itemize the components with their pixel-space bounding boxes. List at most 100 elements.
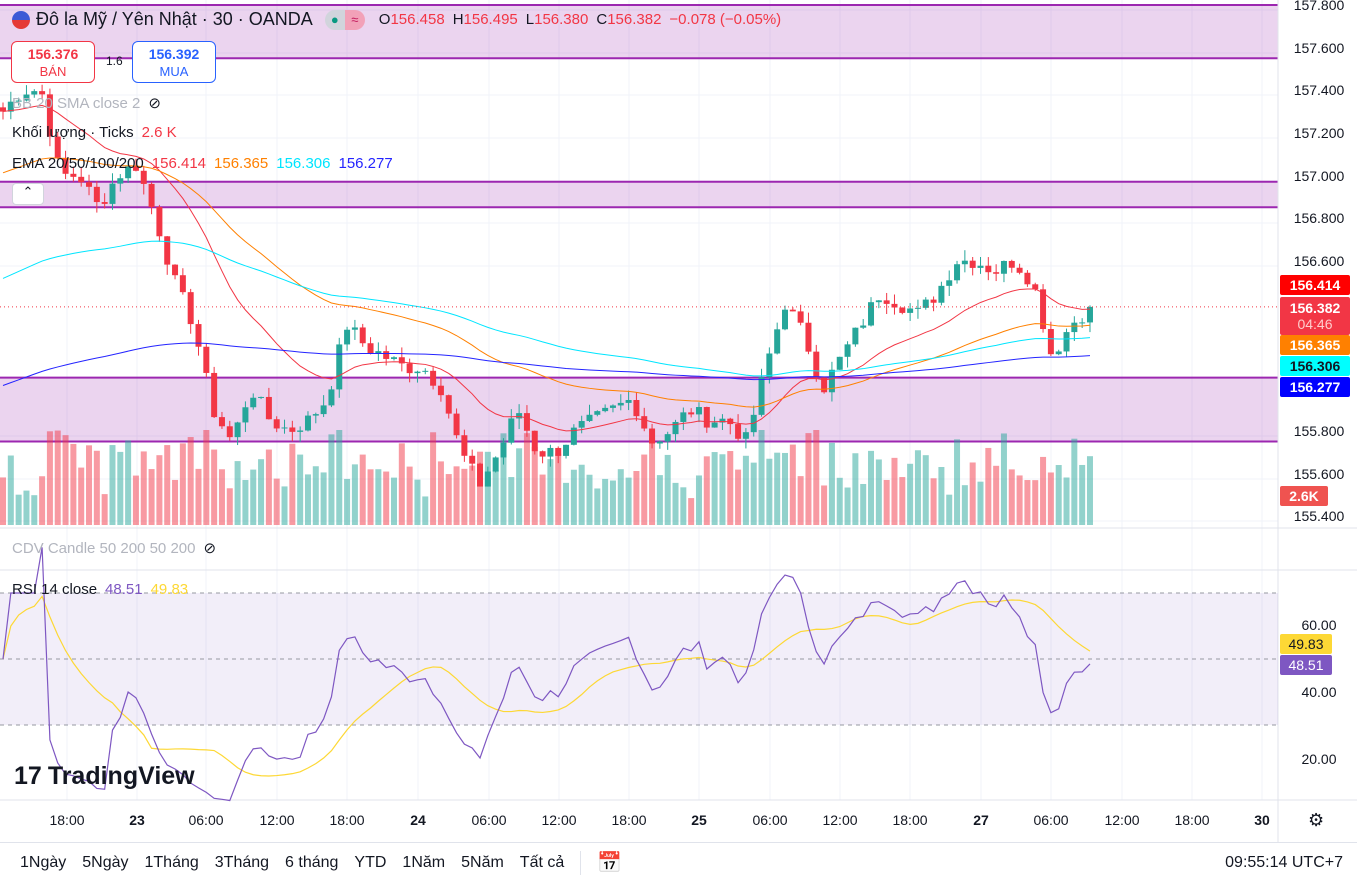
candle-body — [406, 363, 413, 374]
candle-body — [828, 369, 835, 393]
candle-body — [742, 432, 749, 439]
candle-body — [414, 371, 421, 374]
cdv-legend[interactable]: CDV Candle 50 200 50 200 ⊘ — [12, 539, 217, 558]
candle-body — [899, 307, 906, 313]
volume-bar — [164, 445, 171, 525]
candle-body — [719, 418, 726, 423]
candle-body — [563, 444, 570, 456]
range-button[interactable]: Tất cả — [519, 853, 565, 871]
candle-body — [922, 299, 929, 308]
volume-bar — [563, 482, 570, 525]
volume-bar — [203, 430, 210, 525]
settings-gear-icon[interactable]: ⚙ — [1308, 810, 1325, 830]
candle-body — [797, 311, 804, 323]
volume-bar — [914, 450, 921, 525]
candle-body — [125, 166, 132, 179]
range-button[interactable]: 1Ngày — [20, 853, 67, 871]
candle-body — [680, 412, 687, 422]
volume-bar — [304, 474, 311, 525]
ema-legend[interactable]: EMA 20/50/100/200 156.414 156.365 156.306 15… — [12, 155, 393, 172]
time-tick: 06:00 — [188, 812, 224, 828]
volume-bar — [719, 454, 726, 525]
spread: 1.6 — [106, 54, 123, 68]
candle-body — [523, 413, 530, 431]
volume-bar — [273, 478, 280, 525]
candle-body — [539, 451, 546, 457]
time-tick: 06:00 — [1033, 812, 1069, 828]
rsi-legend[interactable]: RSI 14 close 48.51 49.83 — [12, 581, 189, 598]
candle-body — [774, 329, 781, 354]
volume-bar — [70, 443, 77, 525]
range-button[interactable]: 3Tháng — [214, 853, 270, 871]
hidden-eye-icon[interactable]: ⊘ — [203, 540, 217, 557]
volume-bar — [383, 471, 390, 525]
volume-bar — [422, 496, 429, 525]
volume-bar — [15, 494, 22, 525]
volume-bar — [977, 481, 984, 525]
candle-body — [695, 407, 702, 415]
range-button[interactable]: YTD — [354, 853, 387, 871]
time-tick: 18:00 — [49, 812, 85, 828]
volume-bar — [320, 472, 327, 525]
volume-bar — [742, 455, 749, 525]
ema200-line — [2, 342, 1091, 386]
market-status[interactable]: ● ≈ — [324, 9, 365, 30]
candle-body — [961, 260, 968, 265]
time-tick: 06:00 — [752, 812, 788, 828]
symbol-title[interactable]: Đô la Mỹ / Yên Nhật · 30 · OANDA — [36, 9, 313, 29]
range-button[interactable]: 1Tháng — [144, 853, 199, 871]
volume-bar — [281, 486, 288, 525]
volume-bar — [469, 465, 476, 525]
range-button[interactable]: 5Ngày — [82, 853, 129, 871]
candle-body — [625, 400, 632, 403]
candle-body — [1040, 289, 1047, 330]
volume-bar — [680, 487, 687, 525]
candle-body — [664, 434, 671, 442]
candle-body — [7, 101, 14, 112]
volume-bar — [672, 482, 679, 525]
bb-legend[interactable]: BB 20 SMA close 2 ⊘ — [12, 94, 161, 113]
candle-body — [836, 356, 843, 370]
tradingview-logo[interactable]: 17 TradingView — [14, 762, 195, 790]
volume-legend[interactable]: Khối lượng · Ticks 2.6 K — [12, 124, 177, 141]
candle-body — [273, 419, 280, 429]
candle-body — [789, 309, 796, 312]
volume-bar — [1024, 480, 1031, 525]
range-button[interactable]: 5Năm — [461, 853, 504, 871]
range-button[interactable]: 6 tháng — [285, 853, 339, 871]
volume-bar — [242, 479, 249, 525]
ema20-price-badge: 156.414 — [1280, 275, 1350, 295]
clock[interactable]: 09:55:14 UTC+7 — [1225, 853, 1343, 871]
candle-body — [265, 396, 272, 420]
volume-bar — [633, 470, 640, 525]
candle-body — [117, 178, 124, 184]
ohlc-values: O156.458 H156.495 L156.380 C156.382 −0.0… — [378, 11, 782, 28]
sell-button[interactable]: 156.376 BÁN — [11, 41, 95, 83]
range-button[interactable]: 1Năm — [402, 853, 446, 871]
candle-body — [672, 421, 679, 435]
volume-bar — [1047, 472, 1054, 525]
volume-bar — [594, 488, 601, 525]
volume-bar — [547, 459, 554, 525]
volume-bar — [828, 442, 835, 525]
candle-body — [70, 173, 77, 177]
candle-body — [1071, 322, 1078, 333]
rsi-tick: 40.00 — [1301, 684, 1337, 700]
buy-button[interactable]: 156.392 MUA — [132, 41, 216, 83]
volume-bar — [156, 455, 163, 525]
candle-body — [954, 264, 961, 281]
candle-body — [875, 300, 882, 303]
candle-body — [688, 412, 695, 415]
candle-body — [735, 424, 742, 439]
volume-bar — [117, 451, 124, 525]
time-tick: 12:00 — [822, 812, 858, 828]
volume-bar — [1040, 456, 1047, 525]
collapse-legend-button[interactable]: ⌃ — [12, 183, 44, 205]
hidden-eye-icon[interactable]: ⊘ — [148, 95, 161, 112]
volume-bar — [954, 439, 961, 525]
time-tick: 18:00 — [611, 812, 647, 828]
calendar-icon[interactable]: 📅 — [597, 852, 623, 874]
candle-body — [0, 107, 6, 112]
candle-body — [234, 422, 241, 438]
